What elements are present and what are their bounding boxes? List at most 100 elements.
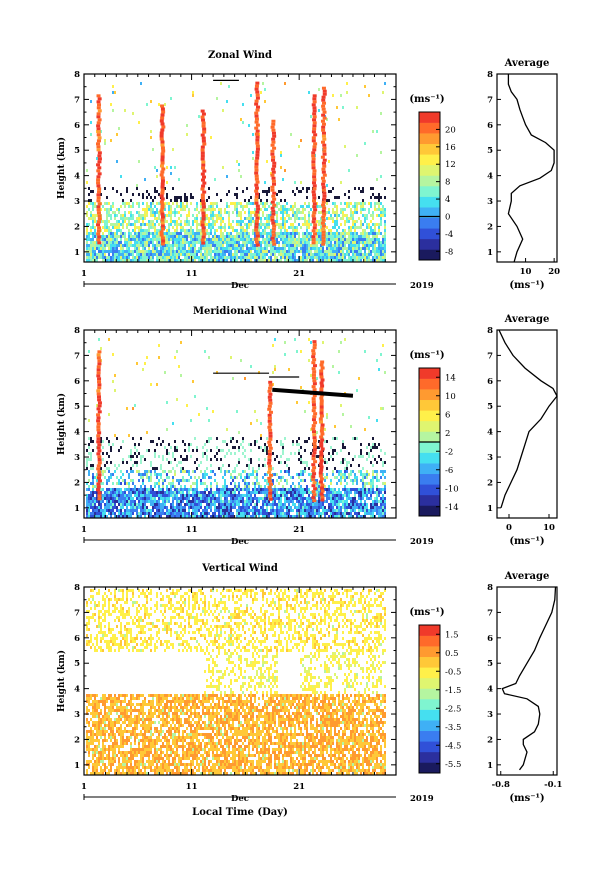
heatmap-cell [178,500,180,503]
heatmap-cell [266,223,268,226]
heatmap-cell [328,250,330,253]
heatmap-cell [128,211,130,214]
heatmap-cell [134,232,136,235]
burst-cell [322,189,326,192]
heatmap-cell [102,509,104,512]
heatmap-cell [282,506,284,509]
heatmap-cell [264,256,266,259]
burst-cell [201,134,205,137]
heatmap-cell [284,497,286,500]
heatmap-cell [128,491,130,494]
heatmap-cell [190,488,192,491]
heatmap-cell [348,226,350,229]
heatmap-cell [180,235,182,238]
heatmap-cell [152,488,154,491]
heatmap-cell [144,223,146,226]
heatmap-cell [88,512,90,515]
heatmap-cell [134,452,136,455]
heatmap-cell [144,485,146,488]
heatmap-cell [382,241,384,244]
heatmap-cell [358,509,360,512]
heatmap-cell [234,202,236,205]
heatmap-cell [232,512,234,515]
heatmap-cell [128,485,130,488]
heatmap-cell [160,250,162,253]
heatmap-cell [252,256,254,259]
burst-cell [255,82,259,85]
heatmap-cell [222,247,224,250]
heatmap-cell [188,250,190,253]
heatmap-cell [130,509,132,512]
heatmap-cell [94,250,96,253]
heatmap-cell [268,205,270,208]
heatmap-cell [108,455,110,458]
heatmap-cell [292,488,294,491]
heatmap-cell [108,220,110,223]
heatmap-cell [134,404,136,407]
heatmap-cell [212,226,214,229]
heatmap-cell [112,244,114,247]
heatmap-cell [216,205,218,208]
heatmap-cell [114,250,116,253]
heatmap-cell [180,461,182,464]
heatmap-cell [340,94,342,97]
heatmap-cell [256,497,258,500]
heatmap-cell [114,491,116,494]
heatmap-cell [186,479,188,482]
heatmap-cell [114,91,116,94]
heatmap-cell [358,256,360,259]
heatmap-cell [116,241,118,244]
burst-cell [160,128,164,131]
heatmap-cell [154,229,156,232]
heatmap-cell [250,449,252,452]
heatmap-cell [188,232,190,235]
heatmap-cell [94,217,96,220]
heatmap-cell [352,250,354,253]
heatmap-cell [330,479,332,482]
heatmap-cell [226,452,228,455]
heatmap-cell [292,250,294,253]
heatmap-cell [218,491,220,494]
heatmap-cell [306,205,308,208]
heatmap-cell [120,512,122,515]
heatmap-cell [210,470,212,473]
heatmap-cell [140,437,142,440]
heatmap-cell [172,509,174,512]
heatmap-cell [368,241,370,244]
heatmap-cell [374,256,376,259]
heatmap-cell [158,214,160,217]
heatmap-cell [156,503,158,506]
heatmap-cell [216,247,218,250]
heatmap-cell [276,250,278,253]
heatmap-cell [308,338,310,341]
heatmap-cell [194,512,196,515]
heatmap-cell [260,226,262,229]
heatmap-cell [180,247,182,250]
heatmap-cell [292,235,294,238]
heatmap-cell [300,497,302,500]
heatmap-cell [316,250,318,253]
heatmap-cell [282,214,284,217]
heatmap-cell [300,139,302,142]
heatmap-cell [340,512,342,515]
heatmap-cell [344,229,346,232]
heatmap-cell [248,503,250,506]
burst-cell [97,94,101,97]
heatmap-cell [246,494,248,497]
heatmap-cell [148,512,150,515]
heatmap-cell [168,247,170,250]
heatmap-cell [280,455,282,458]
heatmap-cell [210,458,212,461]
heatmap-cell [326,217,328,220]
heatmap-cell [196,479,198,482]
heatmap-cell [214,220,216,223]
heatmap-cell [100,506,102,509]
heatmap-cell [162,509,164,512]
heatmap-cell [102,205,104,208]
heatmap-cell [266,494,268,497]
heatmap-cell [112,497,114,500]
heatmap-cell [278,202,280,205]
heatmap-cell [310,500,312,503]
heatmap-cell [218,211,220,214]
heatmap-cell [244,211,246,214]
